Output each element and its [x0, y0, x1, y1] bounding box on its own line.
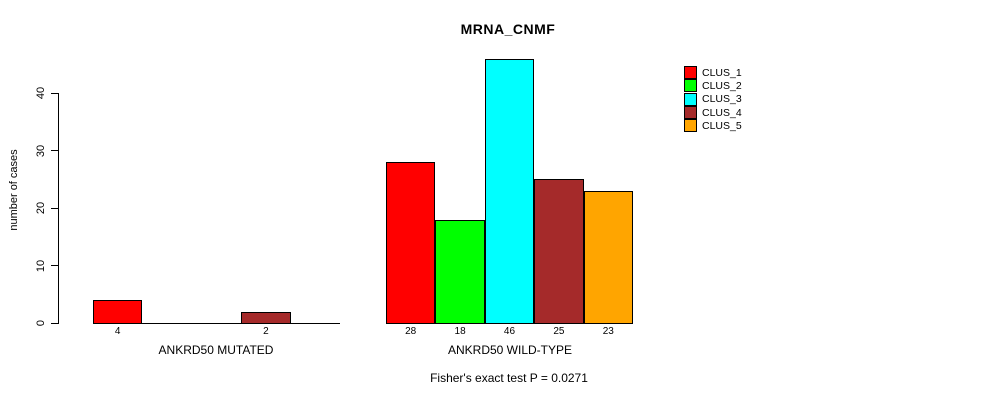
legend-label: CLUS_3 [702, 93, 742, 106]
chart-title: MRNA_CNMF [460, 21, 556, 37]
legend-label: CLUS_5 [702, 119, 742, 132]
legend-label: CLUS_2 [702, 79, 742, 92]
y-tick-mark [51, 265, 58, 266]
group-baseline [93, 323, 340, 324]
y-tick-label: 10 [35, 259, 47, 272]
bar-value-label: 23 [602, 326, 614, 337]
bar-value-label: 2 [263, 326, 269, 337]
bar-clus_4 [241, 311, 291, 324]
bar-clus_5 [583, 190, 633, 324]
bar-value-label: 28 [405, 326, 417, 337]
legend-swatch-clus_4 [684, 106, 697, 120]
y-axis-label: number of cases [8, 149, 20, 231]
bar-clus_1 [386, 162, 436, 324]
legend-swatch-clus_1 [684, 66, 697, 79]
bar-value-label: 46 [503, 326, 516, 337]
y-tick-mark [51, 207, 58, 209]
fisher-test-footnote: Fisher's exact test P = 0.0271 [430, 371, 588, 385]
legend-swatch-clus_2 [684, 79, 697, 93]
bar-value-label: 4 [114, 326, 121, 337]
legend-item-clus_4: CLUS_4 [684, 106, 742, 120]
y-tick-mark [51, 150, 58, 151]
bar-clus_4 [534, 179, 584, 324]
legend-item-clus_1: CLUS_1 [684, 66, 742, 80]
legend-item-clus_2: CLUS_2 [684, 79, 742, 93]
bar-clus_1 [93, 300, 143, 324]
bar-clus_3 [484, 58, 535, 324]
y-tick-label: 30 [35, 144, 47, 157]
y-tick-label: 0 [35, 319, 47, 327]
legend-item-clus_5: CLUS_5 [684, 119, 742, 133]
bar-clus_2 [435, 219, 485, 324]
bar-value-label: 18 [454, 326, 466, 337]
group-label-ankrd50-wild-type: ANKRD50 WILD-TYPE [447, 343, 573, 357]
bar-value-label: 25 [553, 326, 565, 337]
group-label-ankrd50-mutated: ANKRD50 MUTATED [158, 343, 274, 357]
legend-label: CLUS_1 [702, 66, 742, 79]
y-tick-label: 40 [35, 86, 47, 100]
legend-swatch-clus_3 [684, 92, 697, 106]
legend-item-clus_3: CLUS_3 [684, 92, 742, 106]
legend-label: CLUS_4 [702, 106, 742, 119]
y-axis-line [58, 93, 59, 324]
legend-swatch-clus_5 [684, 119, 697, 133]
y-tick-label: 20 [35, 201, 47, 215]
y-tick-mark [51, 92, 58, 94]
y-tick-mark [51, 322, 58, 324]
